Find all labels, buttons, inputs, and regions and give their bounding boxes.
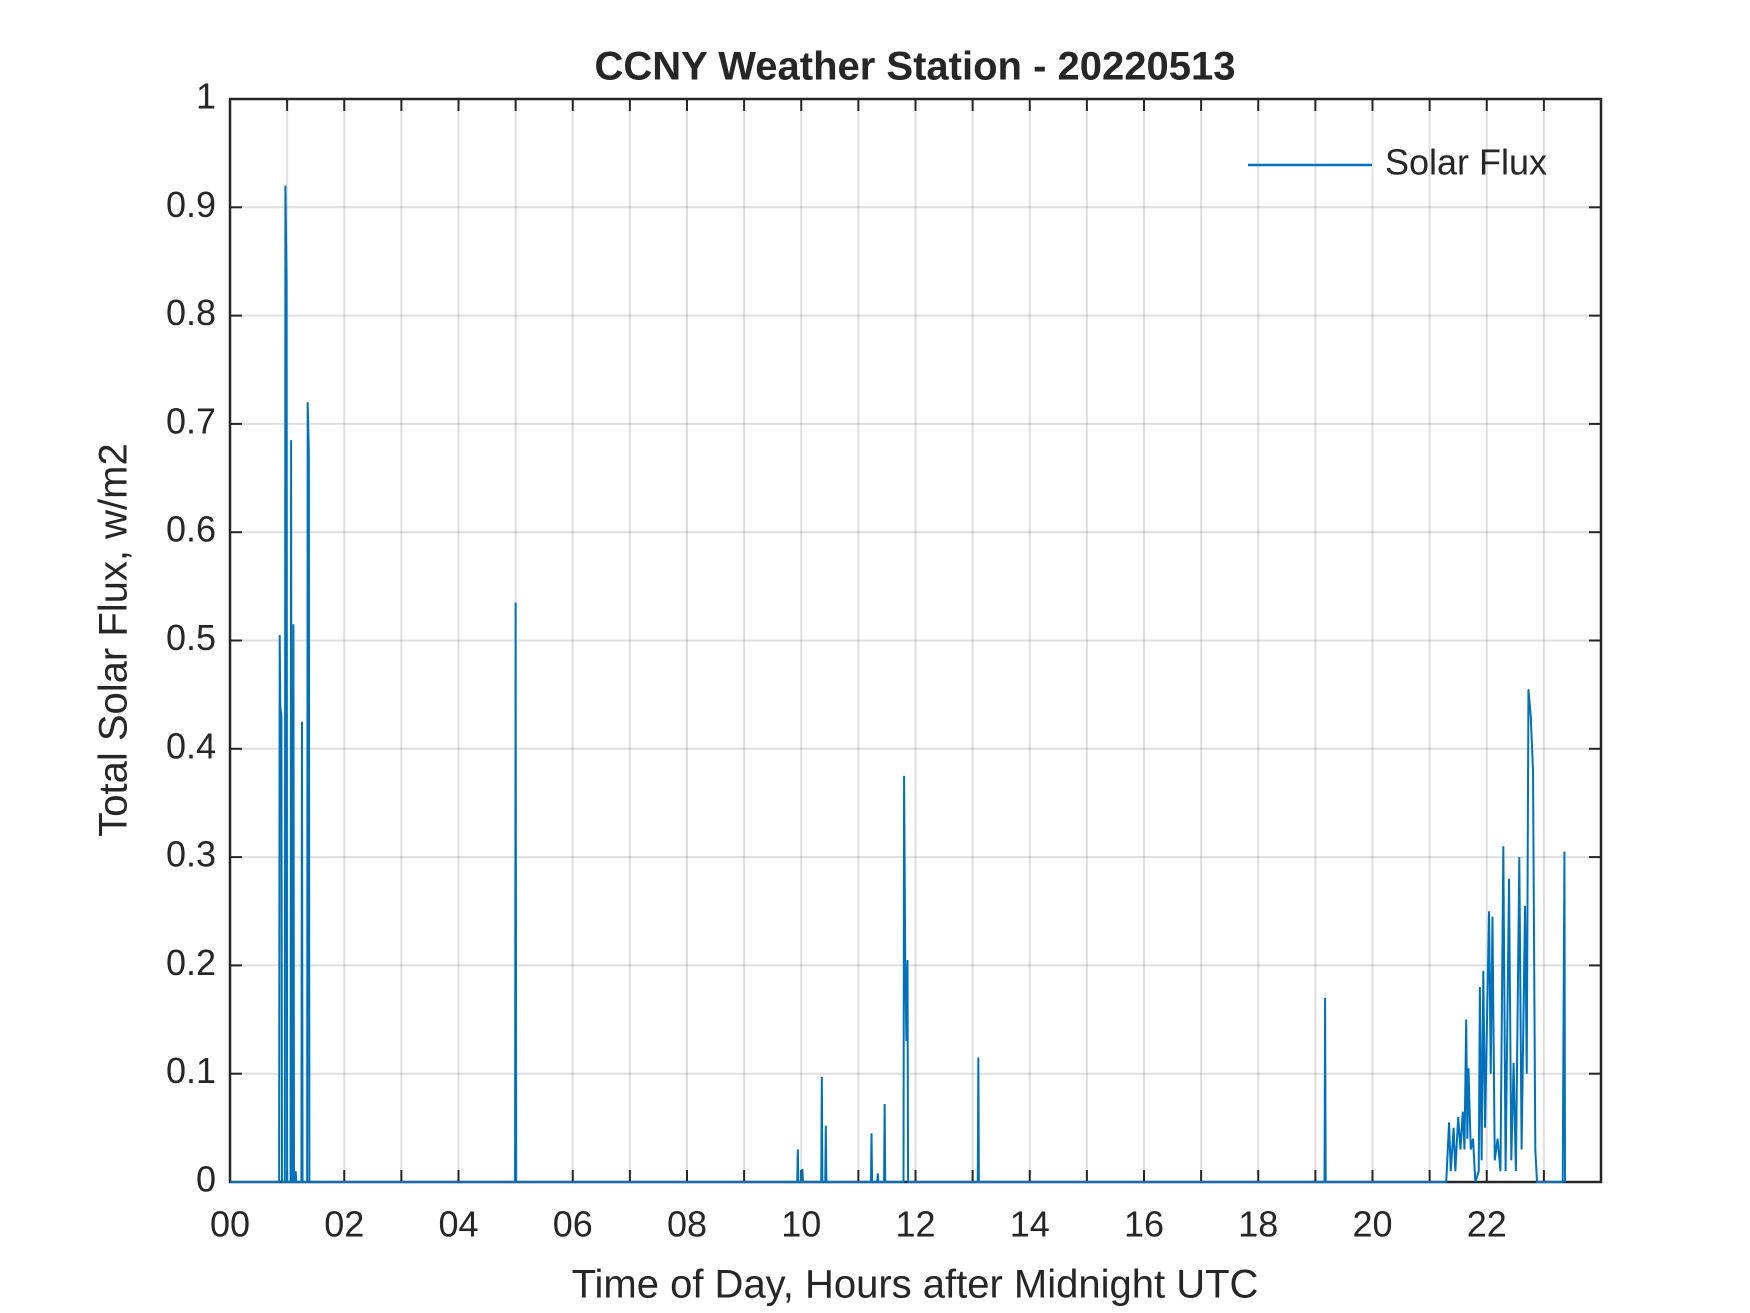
y-tick-label: 0.1 bbox=[166, 1050, 216, 1091]
y-tick-label: 0.5 bbox=[166, 617, 216, 658]
x-tick-label: 06 bbox=[553, 1204, 593, 1245]
y-tick-label: 0.6 bbox=[166, 509, 216, 550]
x-tick-label: 14 bbox=[1010, 1204, 1050, 1245]
y-tick-label: 1 bbox=[196, 76, 216, 117]
y-tick-label: 0 bbox=[196, 1159, 216, 1200]
x-tick-label: 20 bbox=[1352, 1204, 1392, 1245]
x-tick-label: 10 bbox=[781, 1204, 821, 1245]
y-tick-label: 0.9 bbox=[166, 184, 216, 225]
y-tick-label: 0.8 bbox=[166, 292, 216, 333]
x-axis-label: Time of Day, Hours after Midnight UTC bbox=[572, 1263, 1259, 1307]
y-tick-label: 0.7 bbox=[166, 400, 216, 441]
x-tick-label: 22 bbox=[1467, 1204, 1507, 1245]
y-tick-label: 0.3 bbox=[166, 834, 216, 875]
x-tick-label: 04 bbox=[438, 1204, 478, 1245]
data-line bbox=[230, 185, 1567, 1183]
x-tick-label: 16 bbox=[1124, 1204, 1164, 1245]
x-tick-label: 18 bbox=[1238, 1204, 1278, 1245]
x-tick-label: 12 bbox=[895, 1204, 935, 1245]
x-tick-label: 08 bbox=[667, 1204, 707, 1245]
legend-label: Solar Flux bbox=[1385, 142, 1547, 183]
y-axis-label: Total Solar Flux, w/m2 bbox=[92, 443, 136, 836]
y-tick-label: 0.2 bbox=[166, 942, 216, 983]
x-tick-label: 00 bbox=[210, 1204, 250, 1245]
x-tick-label: 02 bbox=[324, 1204, 364, 1245]
y-tick-label: 0.4 bbox=[166, 725, 216, 766]
chart-title: CCNY Weather Station - 20220513 bbox=[595, 45, 1236, 89]
